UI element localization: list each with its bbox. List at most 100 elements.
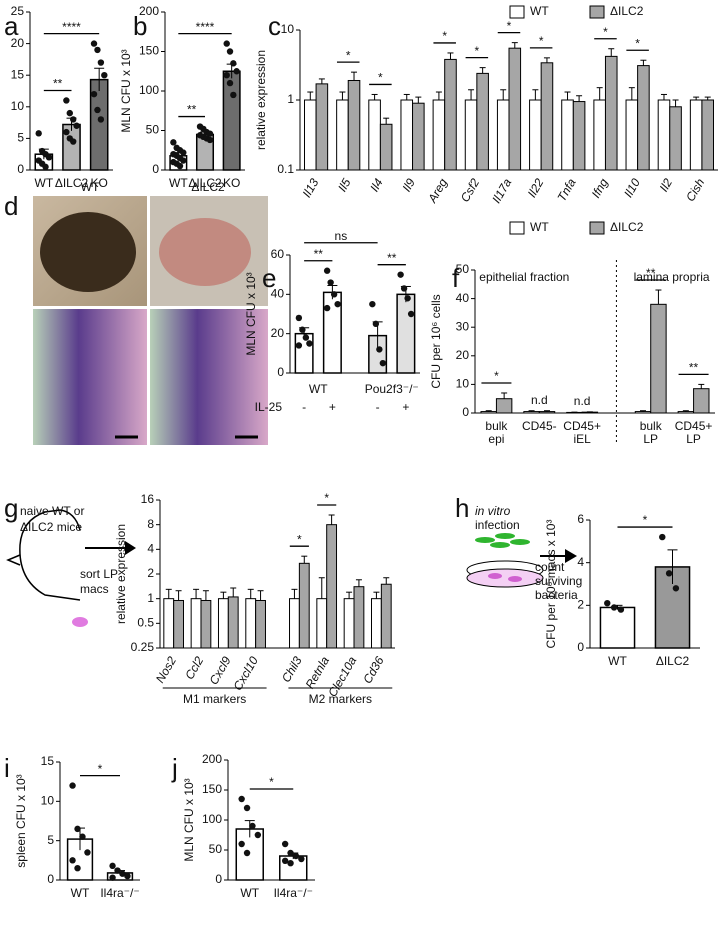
bar xyxy=(400,99,414,171)
photo-label: WT xyxy=(81,180,100,194)
x-tick-label: Cxcl9 xyxy=(207,654,234,687)
bar xyxy=(495,398,513,414)
data-point xyxy=(63,128,70,136)
bar xyxy=(650,303,667,414)
x-tick-label: CD45- xyxy=(522,419,557,433)
y-tick-label: 0 xyxy=(47,872,54,886)
data-point xyxy=(295,314,303,322)
data-point xyxy=(42,163,49,171)
bar xyxy=(625,99,639,171)
x-tick-label: Ccl2 xyxy=(182,654,206,682)
data-point xyxy=(287,860,294,867)
data-point xyxy=(70,116,77,123)
region-label: lamina propria xyxy=(634,270,710,284)
region-label: epithelial fraction xyxy=(479,270,569,284)
bar xyxy=(396,293,416,374)
bar xyxy=(561,99,574,171)
y-tick-label: 20 xyxy=(271,326,285,340)
bar xyxy=(336,99,349,171)
data-point xyxy=(94,46,101,54)
significance-label: * xyxy=(475,44,480,58)
bar xyxy=(496,99,510,171)
data-point xyxy=(287,849,294,857)
y-tick-label: 0 xyxy=(17,162,24,176)
bar xyxy=(190,598,202,649)
data-point xyxy=(90,40,98,47)
data-point xyxy=(63,97,70,104)
panel-letter: b xyxy=(133,11,147,41)
data-point xyxy=(66,109,73,117)
x-tick-label: Il22 xyxy=(525,176,547,200)
bar xyxy=(304,99,317,171)
bacterium xyxy=(475,537,495,543)
bar xyxy=(657,99,671,171)
data-point xyxy=(330,291,338,298)
data-point xyxy=(665,570,673,577)
bar xyxy=(444,58,457,171)
data-point xyxy=(109,862,116,870)
bar xyxy=(599,606,636,649)
bar xyxy=(217,598,229,649)
x-tick-label: Il9 xyxy=(399,176,418,194)
bar xyxy=(255,599,266,649)
panel-letter: h xyxy=(455,493,469,523)
x-tick-label: Cd36 xyxy=(360,654,387,686)
diagram-text: sort LP xyxy=(80,567,118,581)
bar xyxy=(464,99,478,171)
y-tick-label: 15 xyxy=(41,754,55,768)
bar xyxy=(326,524,338,649)
data-point xyxy=(302,334,310,341)
significance-label: **** xyxy=(62,20,81,34)
x-tick-label: LP xyxy=(643,432,658,446)
panel-letter: i xyxy=(4,753,10,783)
y-tick-label: 4 xyxy=(577,555,584,569)
x-tick-label: Cxcl10 xyxy=(231,654,262,693)
x-tick-label: Il4 xyxy=(367,176,386,194)
x-tick-label: - xyxy=(376,400,380,414)
bar xyxy=(173,599,185,649)
significance-label: * xyxy=(346,48,351,62)
bar xyxy=(508,47,522,171)
y-tick-label: 0 xyxy=(152,162,159,176)
photo-histology-wt xyxy=(33,309,147,445)
data-point xyxy=(124,872,131,880)
data-point xyxy=(604,600,611,607)
data-point xyxy=(74,825,81,833)
bar xyxy=(316,598,328,649)
y-axis-label: relative expression xyxy=(114,524,128,624)
significance-label: * xyxy=(507,19,512,33)
bar xyxy=(347,79,361,171)
data-point xyxy=(298,855,305,863)
x-tick-label: Il4ra⁻/⁻ xyxy=(274,886,313,900)
bar xyxy=(200,599,212,649)
data-point xyxy=(230,91,237,99)
x-tick-label: Nos2 xyxy=(153,654,179,686)
data-point xyxy=(306,340,313,347)
group-label: Pou2f3⁻/⁻ xyxy=(365,382,419,396)
y-axis-label: MLN CFU x 10³ xyxy=(119,49,133,132)
bar xyxy=(412,102,425,171)
bar xyxy=(637,65,650,171)
legend-label: ΔILC2 xyxy=(610,220,644,234)
group-label: M1 markers xyxy=(183,692,246,706)
x-tick-label: ΔILC2 xyxy=(188,176,222,190)
y-tick-label: 200 xyxy=(139,4,159,18)
y-tick-label: 25 xyxy=(11,4,25,18)
y-tick-label: 150 xyxy=(139,44,159,58)
data-point xyxy=(206,136,214,144)
significance-label: * xyxy=(494,369,499,383)
x-tick-label: Areg xyxy=(425,176,450,206)
y-tick-label: 20 xyxy=(11,36,25,50)
diagram-text: naive WT or xyxy=(20,504,84,518)
y-tick-label: 50 xyxy=(456,262,470,276)
data-point xyxy=(254,831,262,839)
bar xyxy=(227,596,239,649)
data-point xyxy=(281,840,289,848)
significance-label: * xyxy=(378,71,383,85)
significance-label: * xyxy=(297,532,302,546)
bar xyxy=(368,99,381,171)
y-tick-label: 40 xyxy=(271,287,285,301)
x-tick-label: Il5 xyxy=(335,176,354,194)
data-point xyxy=(369,300,376,308)
